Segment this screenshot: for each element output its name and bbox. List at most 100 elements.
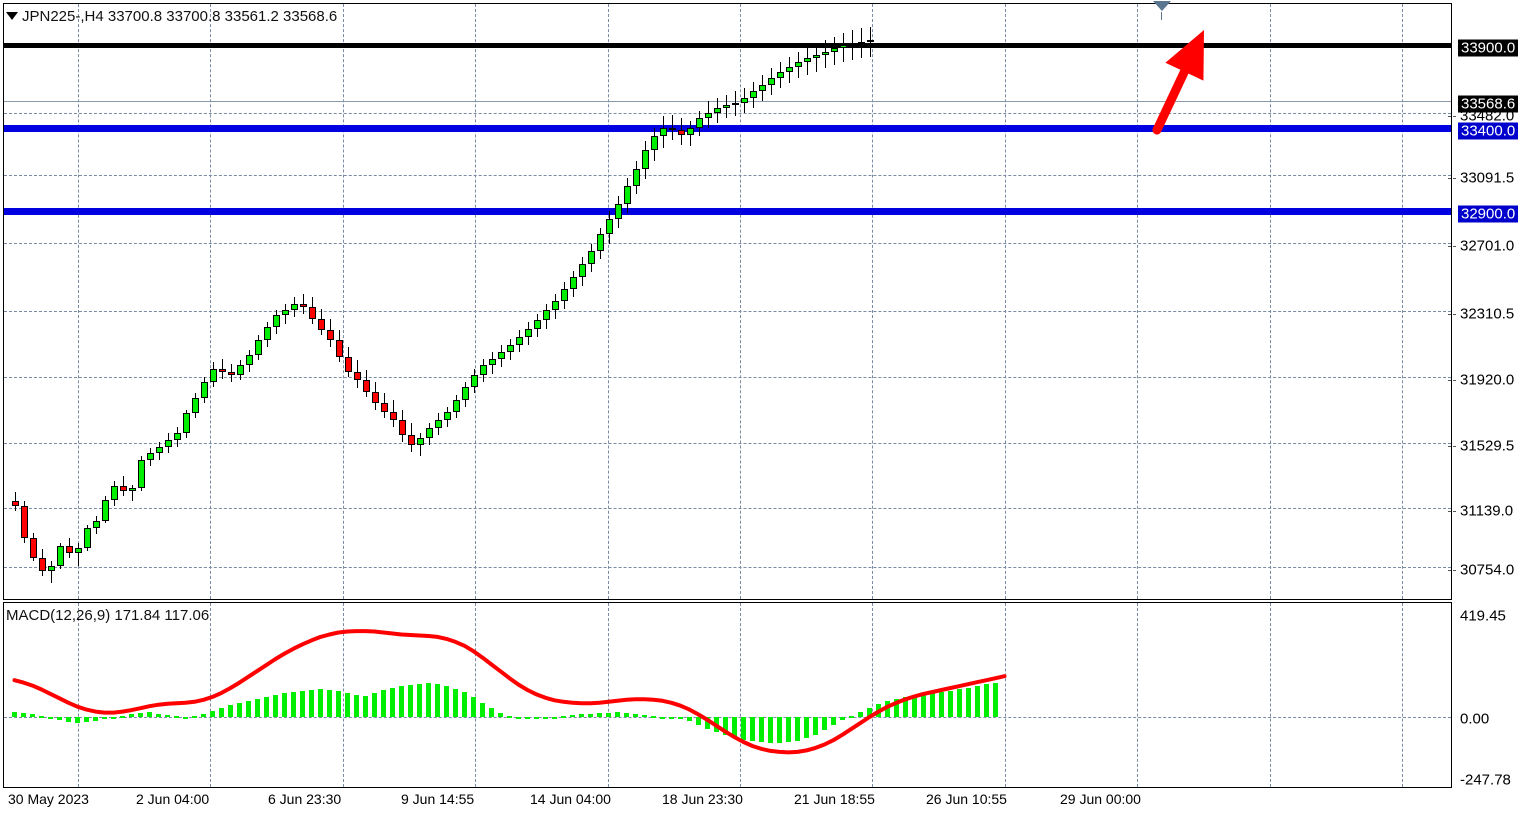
candle-body-bearish xyxy=(669,127,676,130)
candle-body-bearish xyxy=(372,391,379,404)
candlestick xyxy=(462,4,469,599)
price-axis-label: 33091.5 xyxy=(1460,169,1515,187)
candle-wick xyxy=(78,542,79,566)
candlestick xyxy=(471,4,478,599)
candle-body-bullish xyxy=(759,84,766,92)
candle-body-bullish xyxy=(633,169,640,187)
axis-tick xyxy=(1448,511,1456,512)
candlestick xyxy=(210,4,217,599)
candlestick xyxy=(741,4,748,599)
candlestick xyxy=(453,4,460,599)
vertical-gridline xyxy=(1137,4,1138,599)
macd-panel[interactable] xyxy=(3,602,1452,788)
candle-body-bullish xyxy=(732,103,739,106)
price-axis-label: 33482.0 xyxy=(1460,107,1515,125)
time-axis[interactable]: 30 May 2023 2 Jun 04:00 6 Jun 23:30 9 Jun 1… xyxy=(3,789,1452,813)
macd-plot-area[interactable] xyxy=(4,603,1451,787)
candle-body-bearish xyxy=(381,403,388,412)
vertical-gridline xyxy=(608,603,609,787)
candle-body-bullish xyxy=(606,219,613,235)
candle-body-bullish xyxy=(741,98,748,104)
macd-histogram-bar xyxy=(273,694,278,717)
candle-body-bearish xyxy=(30,537,37,558)
candle-body-bearish xyxy=(345,356,352,372)
candle-body-bullish xyxy=(660,127,667,137)
candlestick xyxy=(57,4,64,599)
candlestick xyxy=(624,4,631,599)
candle-body-bullish xyxy=(453,400,460,412)
candlestick xyxy=(615,4,622,599)
macd-histogram-bar xyxy=(786,717,791,743)
candle-body-bearish xyxy=(327,330,334,341)
candle-body-bullish xyxy=(174,433,181,440)
macd-histogram-bar xyxy=(633,713,638,717)
candlestick xyxy=(165,4,172,599)
candlestick xyxy=(363,4,370,599)
macd-histogram-bar xyxy=(66,717,71,722)
candle-wick xyxy=(420,433,421,457)
macd-histogram-bar xyxy=(759,717,764,743)
price-level-current-price[interactable] xyxy=(4,101,1451,102)
candlestick xyxy=(444,4,451,599)
macd-histogram-bar xyxy=(588,713,593,717)
macd-histogram-bar xyxy=(201,713,206,717)
vertical-gridline xyxy=(210,603,211,787)
macd-histogram-bar xyxy=(840,717,845,721)
caret-down-icon[interactable] xyxy=(6,12,18,20)
macd-histogram-bar xyxy=(399,686,404,717)
price-axis-label: 32900.0 xyxy=(1458,205,1519,223)
price-plot-area[interactable] xyxy=(4,4,1451,599)
price-level-support-lower[interactable] xyxy=(4,208,1451,215)
macd-signal-line xyxy=(12,629,1007,755)
candle-body-bullish xyxy=(642,149,649,170)
macd-histogram-bar xyxy=(885,701,890,717)
candle-body-bullish xyxy=(48,566,55,571)
macd-histogram-bar xyxy=(867,707,872,717)
vertical-gridline xyxy=(343,603,344,787)
candlestick xyxy=(183,4,190,599)
macd-histogram-bar xyxy=(498,712,503,717)
macd-histogram-bar xyxy=(912,695,917,717)
candlestick xyxy=(93,4,100,599)
macd-histogram-bar xyxy=(894,698,899,717)
candle-body-bullish xyxy=(255,340,262,356)
candlestick xyxy=(147,4,154,599)
candle-body-bullish xyxy=(498,351,505,359)
vertical-gridline xyxy=(1270,4,1271,599)
candlestick xyxy=(642,4,649,599)
price-level-resistance[interactable] xyxy=(4,43,1451,48)
vertical-gridline xyxy=(475,603,476,787)
candlestick xyxy=(480,4,487,599)
candlestick xyxy=(669,4,676,599)
candle-body-bullish xyxy=(210,368,217,382)
candle-body-bullish xyxy=(183,413,190,434)
macd-axis[interactable]: 419.45 0.00 -247.78 xyxy=(1456,602,1526,788)
candle-body-bullish xyxy=(804,58,811,62)
macd-histogram-bar xyxy=(363,696,368,717)
macd-histogram-bar xyxy=(192,715,197,718)
vertical-gridline xyxy=(1005,603,1006,787)
candle-body-bullish xyxy=(462,386,469,401)
macd-histogram-bar xyxy=(291,691,296,717)
price-axis[interactable]: 33900.0 33568.6 33482.0 33400.0 33091.5 32900… xyxy=(1448,3,1526,600)
macd-histogram-bar xyxy=(219,708,224,717)
candlestick xyxy=(723,4,730,599)
candle-body-bullish xyxy=(588,250,595,264)
candle-body-bullish xyxy=(813,54,820,59)
candlestick xyxy=(48,4,55,599)
candle-body-bullish xyxy=(471,375,478,387)
candlestick xyxy=(300,4,307,599)
vertical-gridline xyxy=(740,603,741,787)
candle-body-bullish xyxy=(102,499,109,522)
candlestick xyxy=(228,4,235,599)
candle-body-bullish xyxy=(714,108,721,114)
price-level-support-upper[interactable] xyxy=(4,125,1451,132)
price-chart-panel[interactable] xyxy=(3,3,1452,600)
candlestick xyxy=(318,4,325,599)
candlestick xyxy=(543,4,550,599)
candle-body-bullish xyxy=(444,411,451,420)
candlestick xyxy=(12,4,19,599)
price-axis-label: 31920.0 xyxy=(1460,371,1515,389)
candlestick xyxy=(696,4,703,599)
macd-histogram-bar xyxy=(309,689,314,717)
